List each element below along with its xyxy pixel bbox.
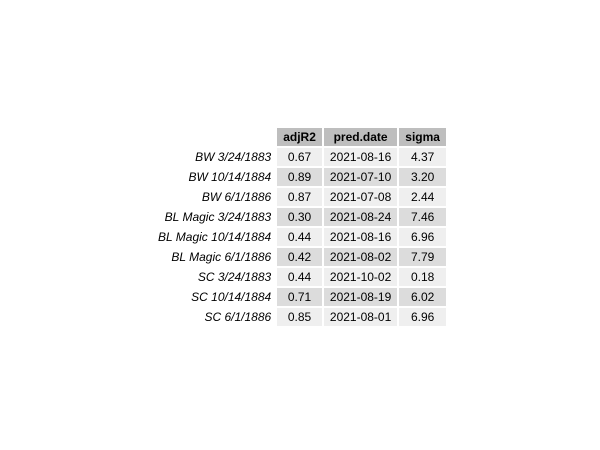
row-label: SC 6/1/1886 xyxy=(204,310,272,324)
table-row: BW 10/14/1884 0.89 2021-07-10 3.20 xyxy=(152,168,446,186)
table-row: SC 10/14/1884 0.71 2021-08-19 6.02 xyxy=(152,288,446,306)
table-row: SC 3/24/1883 0.44 2021-10-02 0.18 xyxy=(152,268,446,286)
row-label: BW 6/1/1886 xyxy=(201,190,272,204)
cell-sigma: 6.96 xyxy=(399,308,446,326)
cell-sigma: 4.37 xyxy=(399,148,446,166)
row-label: BL Magic 3/24/1883 xyxy=(164,210,272,224)
table-body: BW 3/24/1883 0.67 2021-08-16 4.37 BW 10/14/1… xyxy=(152,148,446,326)
cell-pred-date: 2021-07-08 xyxy=(323,188,398,206)
cell-pred-date: 2021-10-02 xyxy=(323,268,398,286)
cell-sigma: 6.02 xyxy=(399,288,446,306)
table-row: BL Magic 6/1/1886 0.42 2021-08-02 7.79 xyxy=(152,248,446,266)
cell-sigma: 6.96 xyxy=(399,228,446,246)
cell-sigma: 7.46 xyxy=(399,208,446,226)
cell-pred-date: 2021-08-16 xyxy=(323,228,398,246)
cell-adjr2: 0.67 xyxy=(277,148,322,166)
cell-pred-date: 2021-08-19 xyxy=(323,288,398,306)
cell-pred-date: 2021-08-24 xyxy=(323,208,398,226)
cell-adjr2: 0.85 xyxy=(277,308,322,326)
header-row: adjR2 pred.date sigma xyxy=(152,128,446,146)
cell-sigma: 7.79 xyxy=(399,248,446,266)
cell-sigma: 2.44 xyxy=(399,188,446,206)
cell-adjr2: 0.89 xyxy=(277,168,322,186)
header-corner xyxy=(152,128,275,146)
row-label: SC 10/14/1884 xyxy=(191,290,272,304)
cell-adjr2: 0.44 xyxy=(277,268,322,286)
results-table-container: adjR2 pred.date sigma BW 3/24/1883 0.67 20… xyxy=(150,126,448,328)
row-label: BW 3/24/1883 xyxy=(195,150,272,164)
cell-pred-date: 2021-07-10 xyxy=(323,168,398,186)
table-row: BL Magic 10/14/1884 0.44 2021-08-16 6.96 xyxy=(152,228,446,246)
cell-adjr2: 0.44 xyxy=(277,228,322,246)
cell-pred-date: 2021-08-02 xyxy=(323,248,398,266)
table-row: BW 3/24/1883 0.67 2021-08-16 4.37 xyxy=(152,148,446,166)
cell-sigma: 3.20 xyxy=(399,168,446,186)
column-header-pred-date: pred.date xyxy=(323,128,398,146)
table-row: BL Magic 3/24/1883 0.30 2021-08-24 7.46 xyxy=(152,208,446,226)
column-header-sigma: sigma xyxy=(399,128,446,146)
results-table: adjR2 pred.date sigma BW 3/24/1883 0.67 20… xyxy=(150,126,448,328)
cell-adjr2: 0.30 xyxy=(277,208,322,226)
cell-adjr2: 0.42 xyxy=(277,248,322,266)
table-row: BW 6/1/1886 0.87 2021-07-08 2.44 xyxy=(152,188,446,206)
table-row: SC 6/1/1886 0.85 2021-08-01 6.96 xyxy=(152,308,446,326)
row-label: BW 10/14/1884 xyxy=(188,170,272,184)
cell-adjr2: 0.87 xyxy=(277,188,322,206)
row-label: BL Magic 6/1/1886 xyxy=(171,250,272,264)
row-label: SC 3/24/1883 xyxy=(197,270,272,284)
cell-pred-date: 2021-08-16 xyxy=(323,148,398,166)
cell-adjr2: 0.71 xyxy=(277,288,322,306)
cell-pred-date: 2021-08-01 xyxy=(323,308,398,326)
column-header-adjr2: adjR2 xyxy=(277,128,322,146)
cell-sigma: 0.18 xyxy=(399,268,446,286)
row-label: BL Magic 10/14/1884 xyxy=(158,230,272,244)
